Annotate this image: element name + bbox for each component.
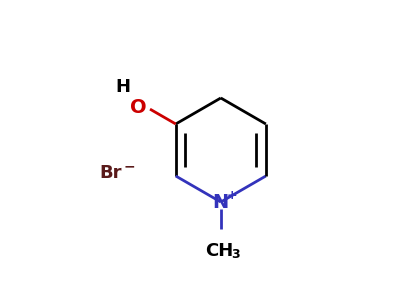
Text: O: O <box>130 98 147 117</box>
Text: 3: 3 <box>231 248 239 261</box>
Text: N: N <box>213 193 229 211</box>
Text: Br: Br <box>100 164 122 182</box>
Text: +: + <box>226 189 237 202</box>
Text: CH: CH <box>205 242 234 260</box>
Text: −: − <box>124 160 135 173</box>
Text: H: H <box>116 78 131 96</box>
